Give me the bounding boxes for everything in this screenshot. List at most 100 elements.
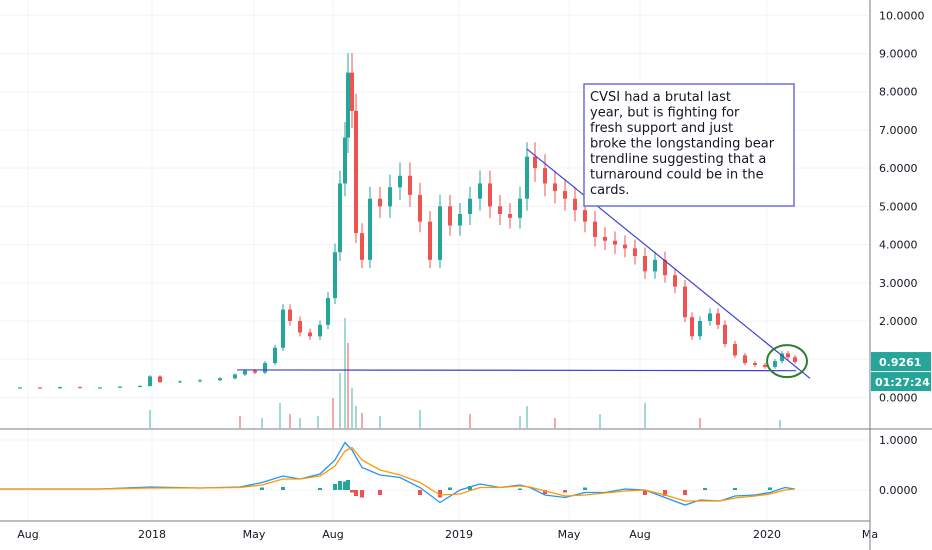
candle-body <box>148 376 152 386</box>
candle-body <box>458 214 462 226</box>
candle-body <box>518 198 522 218</box>
candle-body <box>118 386 122 388</box>
candle-body <box>543 168 547 184</box>
volume-bar <box>779 420 781 428</box>
candle-body <box>178 381 182 383</box>
candle-body <box>18 387 22 389</box>
volume-bar <box>339 373 341 428</box>
candle-body <box>716 313 720 325</box>
price-tick-label: 7.0000 <box>879 124 918 137</box>
candle-body <box>398 175 402 188</box>
countdown-label: 01:27:24 <box>875 376 930 389</box>
candle-body <box>763 364 767 367</box>
candle-body <box>138 385 142 387</box>
candle-body <box>288 309 292 321</box>
macd-histogram-bar <box>333 484 337 490</box>
breakout-circle-marker <box>766 344 808 379</box>
macd-histogram-bar <box>768 487 772 490</box>
candle-body <box>508 214 512 218</box>
volume-bar <box>289 414 291 428</box>
macd-histogram-bar <box>318 488 322 490</box>
candle-body <box>360 233 364 260</box>
volume-bar <box>599 414 601 428</box>
candle-body <box>633 248 637 257</box>
candle-body <box>263 363 267 373</box>
candle-body <box>733 343 737 356</box>
macd-histogram-bar <box>563 490 567 493</box>
candle-body <box>253 370 257 373</box>
candle-body <box>690 317 694 337</box>
candle-body <box>298 321 302 333</box>
macd-histogram-bar <box>663 490 667 496</box>
candle-body <box>525 156 529 199</box>
candle-body <box>663 259 667 276</box>
candle-body <box>273 347 277 364</box>
candle-body <box>683 286 687 318</box>
volume-bar <box>149 410 151 428</box>
volume-bar <box>299 418 301 428</box>
volume-bar <box>261 418 263 428</box>
price-tick-label: 4.0000 <box>879 239 918 252</box>
candle-body <box>318 324 322 337</box>
annotation-text: year, but is fighting for <box>590 106 740 121</box>
candle-body <box>158 376 162 383</box>
volume-bar <box>355 406 357 428</box>
x-tick-label: 2019 <box>445 528 473 541</box>
macd-histogram-bar <box>543 490 547 494</box>
candle-body <box>408 175 412 195</box>
volume-bar <box>347 343 349 428</box>
last-price-label: 0.9261 <box>879 356 921 369</box>
volume-bar <box>239 416 241 428</box>
candle-body <box>350 72 354 111</box>
candle-body <box>533 156 537 169</box>
macd-histogram-bar <box>360 490 364 498</box>
candle-body <box>243 370 247 375</box>
candle-body <box>603 236 607 241</box>
x-tick-label: 2020 <box>753 528 781 541</box>
volume-bar <box>469 414 471 428</box>
annotation-text: cards. <box>590 183 629 198</box>
candle-body <box>488 183 492 207</box>
candle-body <box>478 183 482 199</box>
volume-bar <box>554 418 556 428</box>
price-tick-label: 5.0000 <box>879 200 918 213</box>
macd-histogram-bar <box>346 480 350 490</box>
candle-body <box>448 206 452 226</box>
macd-line <box>0 441 796 506</box>
volume-bar <box>317 416 319 428</box>
candle-body <box>388 187 392 207</box>
candle-body <box>438 206 442 260</box>
macd-histogram-bar <box>281 487 285 490</box>
macd-histogram-bar <box>418 490 422 495</box>
x-tick-label: Aug <box>17 528 38 541</box>
candle-body <box>418 194 422 222</box>
candle-body <box>593 221 597 237</box>
macd-histogram-bar <box>468 486 472 490</box>
price-tick-label: 6.0000 <box>879 162 918 175</box>
candle-body <box>333 252 337 299</box>
x-tick-label: Aug <box>322 528 343 541</box>
volume-bar <box>699 418 701 428</box>
annotation-text: CVSI had a brutal last <box>590 90 731 105</box>
volume-bar <box>332 398 334 428</box>
price-tick-label: 0.0000 <box>879 391 918 404</box>
candle-body <box>698 321 702 337</box>
candle-body <box>780 353 784 362</box>
volume-bar <box>379 416 381 428</box>
macd-tick-label: 1.0000 <box>879 434 918 447</box>
macd-histogram-bar <box>338 481 342 490</box>
macd-histogram-bar <box>448 487 452 490</box>
macd-histogram-bar <box>354 490 358 496</box>
support-trendline <box>236 369 797 372</box>
macd-tick-label: 0.0000 <box>879 484 918 497</box>
candle-body <box>308 332 312 337</box>
annotation-box <box>583 83 795 207</box>
candle-body <box>623 244 627 249</box>
macd-histogram-bar <box>683 490 687 495</box>
candle-body <box>743 355 747 364</box>
candle-body <box>38 387 42 389</box>
annotation-text: broke the longstanding bear <box>590 137 775 152</box>
x-tick-label: Aug <box>629 528 650 541</box>
candle-body <box>613 240 617 245</box>
